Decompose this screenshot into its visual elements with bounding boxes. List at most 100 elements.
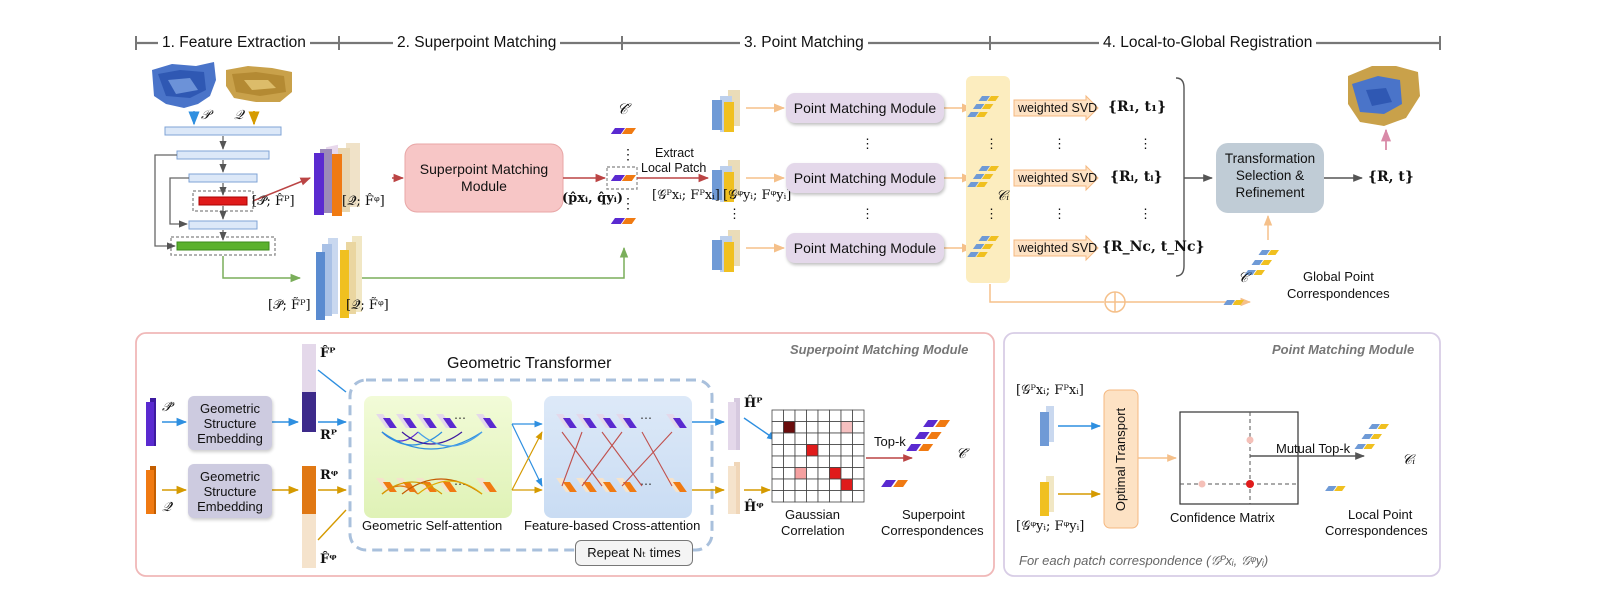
coarse-features-q (332, 143, 360, 216)
weighted-svd-1: weighted SVD (1018, 101, 1098, 115)
correlation-cell (829, 409, 842, 422)
correlation-cell (794, 421, 807, 434)
correlation-cell (771, 421, 784, 434)
correlation-cell (852, 467, 865, 480)
cross-token-p (596, 414, 617, 428)
correlation-cell (806, 409, 819, 422)
correlation-cell (840, 421, 853, 434)
patch-p-label: [𝒢ᴾxᵢ; Fᴾxᵢ] (652, 188, 720, 203)
correlation-cell (829, 478, 842, 491)
pmm-panel-title: Point Matching Module (1272, 342, 1415, 357)
cross-token-q (576, 478, 597, 492)
token-ellipsis: ⋯ (640, 477, 652, 491)
dots-v2: ⋮ (621, 195, 635, 211)
local-correspondence-column (966, 76, 1010, 283)
self-token-p (396, 414, 417, 428)
correlation-cell (817, 478, 830, 491)
point-cloud-result-image (1348, 66, 1420, 126)
correlation-cell (771, 444, 784, 457)
token-ellipsis: ⋯ (454, 411, 466, 425)
confidence-matrix-label: Confidence Matrix (1170, 510, 1275, 525)
correlation-cell (817, 467, 830, 480)
gse-q-line3: Embedding (197, 498, 263, 514)
correlation-cell (806, 421, 819, 434)
correlation-cell (840, 432, 853, 445)
correlation-cell (783, 432, 796, 445)
correlation-cell (829, 490, 842, 503)
correlation-cell (794, 409, 807, 422)
global-c-label: 𝒞 (1238, 270, 1249, 286)
correlation-cell (806, 490, 819, 503)
weighted-svd-3: weighted SVD (1018, 241, 1098, 255)
correlation-cell (840, 478, 853, 491)
correlation-cell (794, 455, 807, 468)
correlation-cell (783, 455, 796, 468)
smm-output-correspondences (881, 420, 950, 487)
global-corr-line1: Global Point (1303, 269, 1374, 284)
correlation-cell (829, 444, 842, 457)
superpoint-pair-label: (p̂xᵢ, q̂yᵢ) (562, 191, 624, 206)
correlation-cell (852, 455, 865, 468)
smm-rp-block (302, 392, 316, 432)
gse-p-line3: Embedding (197, 430, 263, 446)
superpoint-correspondence-stack (606, 128, 638, 224)
hq-block (728, 462, 740, 514)
pmm-output-correspondences (1325, 424, 1389, 491)
rt-final-label: {R, t} (1368, 169, 1414, 185)
stage-1-label: 1. Feature Extraction (158, 34, 310, 52)
correlation-cell (806, 455, 819, 468)
correlation-cell (771, 490, 784, 503)
token-ellipsis: ⋯ (640, 411, 652, 425)
fine-p-label: [𝒫̃; F̃ᴾ] (268, 298, 311, 313)
transformation-label: Transformation Selection & Refinement (1216, 150, 1324, 201)
correlation-cell (783, 444, 796, 457)
point-cloud-p-image (152, 62, 216, 108)
correlation-cell (806, 432, 819, 445)
correlation-cell (852, 444, 865, 457)
gse-q-line1: Geometric (200, 468, 260, 484)
pmm-footer: For each patch correspondence (𝒢ᴾxᵢ, 𝒢ᵠy… (1019, 553, 1269, 568)
smm-input-p (146, 398, 156, 446)
transformation-line-1: Transformation (1224, 151, 1316, 166)
correlation-cell (829, 455, 842, 468)
optimal-transport-label-wrap: Optimal Transport (1104, 390, 1138, 528)
correlation-cell (771, 478, 784, 491)
stack-dots: ⋮ (728, 206, 741, 221)
col-dots-1: ⋮ (985, 136, 998, 151)
global-correspondence-icons (1223, 250, 1279, 305)
extract-line2: Local Patch (641, 161, 707, 175)
topk-label: Top-k (874, 434, 906, 449)
coarse-p-label: [𝒫̂; F̂ᴾ] (252, 194, 295, 209)
smm-panel-title: Superpoint Matching Module (790, 342, 969, 357)
weighted-svd-2: weighted SVD (1018, 171, 1098, 185)
correlation-cell (794, 478, 807, 491)
superpoint-matching-label: Superpoint Matching Module (419, 161, 549, 194)
correlation-cell (771, 409, 784, 422)
gse-box-q: Geometric Structure Embedding (188, 464, 272, 518)
pmm-input-p (1040, 406, 1054, 446)
smm-fq-block (302, 514, 316, 568)
attention-tokens: ⋯ ⋯ ⋯ ⋯ (376, 411, 687, 492)
gse-p-line1: Geometric (200, 400, 260, 416)
self-attention-box (364, 396, 512, 518)
transformation-box (1216, 143, 1324, 213)
transformation-line-3: Refinement (1235, 185, 1305, 200)
correlation-cell (806, 467, 819, 480)
cross-token-q (596, 478, 617, 492)
rt-1-label: {R₁, t₁} (1108, 99, 1167, 115)
ci-top-label: 𝒞ᵢ (996, 188, 1010, 204)
hp-block (728, 398, 740, 450)
fine-features (316, 236, 362, 320)
correlation-cell (783, 490, 796, 503)
correlation-cell (829, 432, 842, 445)
correlation-cell (794, 444, 807, 457)
correlation-cell (817, 444, 830, 457)
geometric-transformer-frame (348, 378, 714, 552)
smm-fp-label: F̂ᴾ (320, 346, 336, 361)
smm-c-hat: 𝒞̂ (956, 446, 967, 462)
gaussian-line2: Correlation (781, 523, 845, 538)
collect-brace (1175, 77, 1185, 277)
input-p-label: 𝒫 (201, 108, 211, 123)
smm-fp-block (302, 344, 316, 396)
